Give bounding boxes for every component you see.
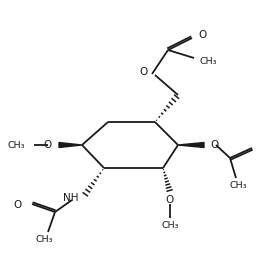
Text: O: O [44, 140, 52, 150]
Text: O: O [14, 200, 22, 210]
Text: CH₃: CH₃ [35, 235, 53, 245]
Polygon shape [59, 142, 82, 148]
Text: CH₃: CH₃ [229, 182, 247, 190]
Polygon shape [178, 142, 204, 148]
Text: O: O [140, 67, 148, 77]
Text: CH₃: CH₃ [161, 221, 179, 230]
Text: O: O [255, 143, 256, 153]
Text: O: O [166, 195, 174, 205]
Text: CH₃: CH₃ [200, 57, 218, 67]
Text: NH: NH [62, 193, 78, 203]
Text: CH₃: CH₃ [7, 140, 25, 150]
Text: O: O [210, 140, 218, 150]
Text: O: O [198, 30, 206, 40]
